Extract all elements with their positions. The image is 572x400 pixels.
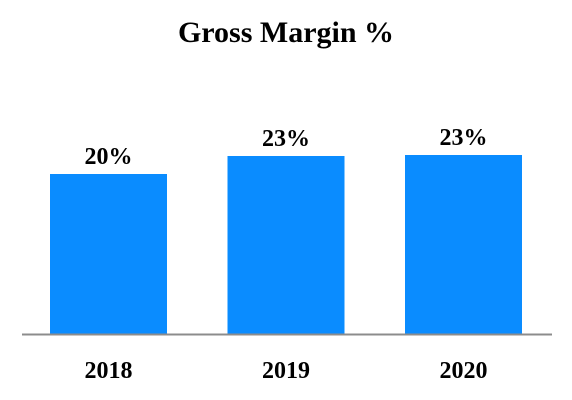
data-label-2018: 20% xyxy=(85,144,133,170)
x-tick-label-2019: 2019 xyxy=(262,358,310,384)
chart-title: Gross Margin % xyxy=(177,16,395,49)
data-label-2020: 23% xyxy=(440,125,488,151)
bar-2018 xyxy=(50,174,167,334)
x-tick-label-2020: 2020 xyxy=(440,358,488,384)
bar-2019 xyxy=(227,156,345,334)
data-label-2019: 23% xyxy=(262,126,310,152)
bar-2020 xyxy=(405,155,522,334)
x-tick-label-2018: 2018 xyxy=(85,358,133,384)
